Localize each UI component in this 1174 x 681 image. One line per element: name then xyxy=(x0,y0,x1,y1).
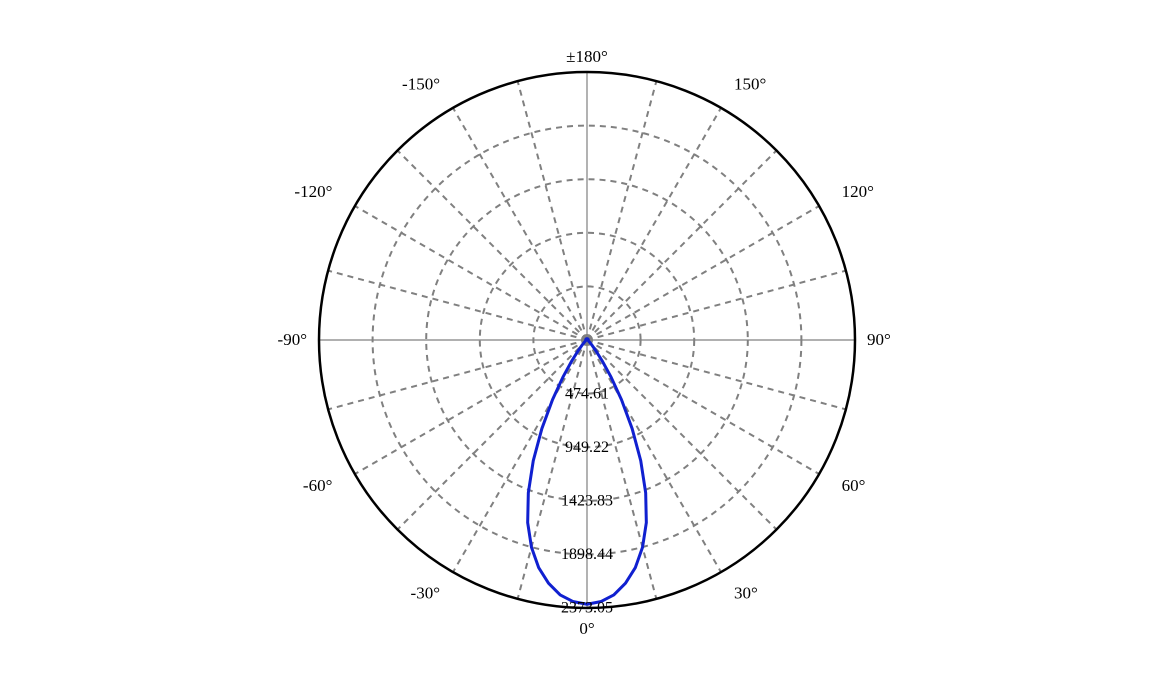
angle-label: 30° xyxy=(734,584,758,603)
angle-label: 120° xyxy=(842,182,874,201)
angle-label: ±180° xyxy=(566,47,608,66)
radial-label: 2373.05 xyxy=(561,600,613,617)
radial-label: 949.22 xyxy=(565,439,609,456)
angle-label: 60° xyxy=(842,476,866,495)
radial-label: 474.61 xyxy=(565,385,609,402)
angle-label: 150° xyxy=(734,74,766,93)
angle-label: 0° xyxy=(579,619,594,638)
angle-label: 90° xyxy=(867,330,891,349)
polar-chart: 0° 30° 60° 90° 120° 150° ±180° -150° -120° -90° -6… xyxy=(0,0,1174,681)
angle-label: -150° xyxy=(402,74,440,93)
angle-label: -90° xyxy=(278,330,307,349)
angle-label: -30° xyxy=(411,584,440,603)
polar-chart-svg: 0° 30° 60° 90° 120° 150° ±180° -150° -120° -90° -6… xyxy=(0,0,1174,681)
radial-label: 1898.44 xyxy=(561,546,613,563)
angle-label: -120° xyxy=(294,182,332,201)
angle-label: -60° xyxy=(303,476,332,495)
radial-label: 1423.83 xyxy=(561,492,613,509)
